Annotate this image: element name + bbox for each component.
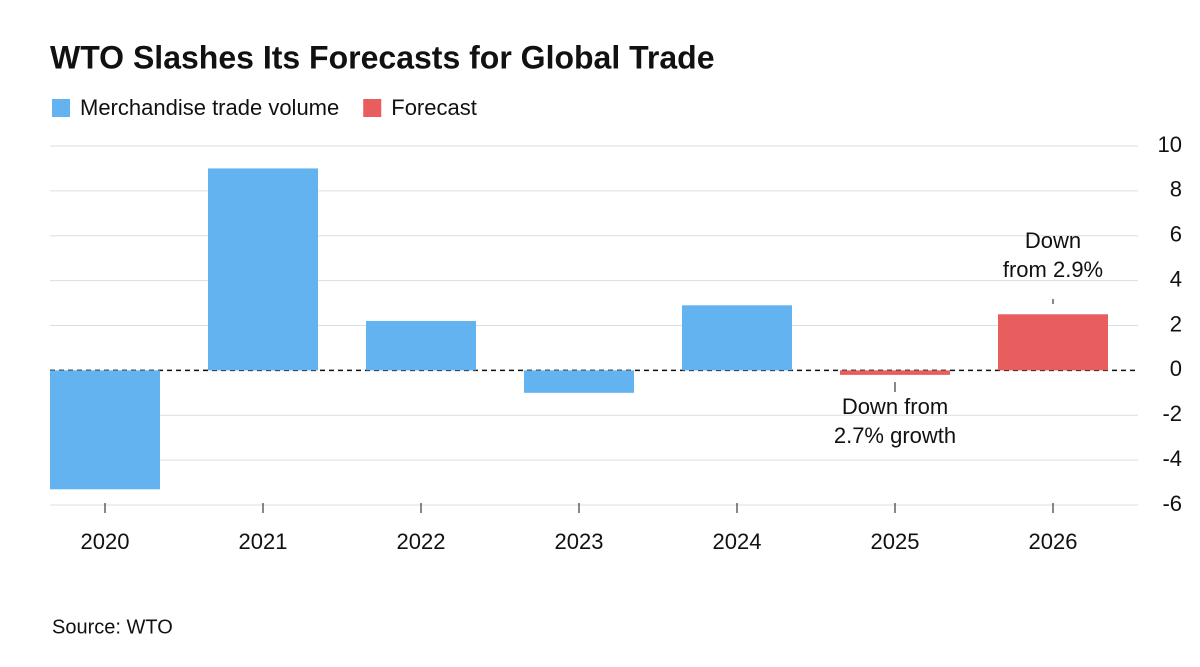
y-tick-label: 10 (1158, 132, 1182, 157)
legend-swatch (363, 99, 382, 117)
y-tick-label: -6 (1162, 491, 1182, 516)
y-tick-label: -2 (1162, 401, 1182, 426)
annotation: Down (1025, 228, 1081, 253)
x-tick-label: 2023 (555, 529, 604, 554)
chart-title: WTO Slashes Its Forecasts for Global Tra… (50, 39, 715, 75)
y-tick-label: 8 (1170, 177, 1182, 202)
y-tick-label: 2 (1170, 311, 1182, 336)
legend-label: Merchandise trade volume (80, 95, 339, 120)
annotation: from 2.9% (1003, 257, 1103, 282)
legend-label: Forecast (391, 95, 477, 120)
x-tick-label: 2024 (713, 529, 762, 554)
y-tick-label: -4 (1162, 446, 1182, 471)
x-tick-label: 2021 (239, 529, 288, 554)
bar (208, 168, 318, 371)
annotation: 2.7% growth (834, 423, 956, 448)
legend-swatch (52, 99, 70, 117)
x-tick-label: 2020 (81, 529, 130, 554)
bar (524, 370, 634, 393)
x-tick-label: 2022 (397, 529, 446, 554)
source: Source: WTO (52, 616, 173, 638)
annotation: Down from (842, 394, 948, 419)
bar (840, 370, 950, 375)
bar (682, 305, 792, 371)
x-tick-label: 2025 (871, 529, 920, 554)
bar (366, 321, 476, 371)
y-tick-label: 4 (1170, 266, 1182, 291)
y-tick-label: 6 (1170, 222, 1182, 247)
bar (50, 370, 160, 490)
bar (998, 314, 1108, 371)
x-tick-label: 2026 (1029, 529, 1078, 554)
y-tick-label: 0 (1170, 356, 1182, 381)
